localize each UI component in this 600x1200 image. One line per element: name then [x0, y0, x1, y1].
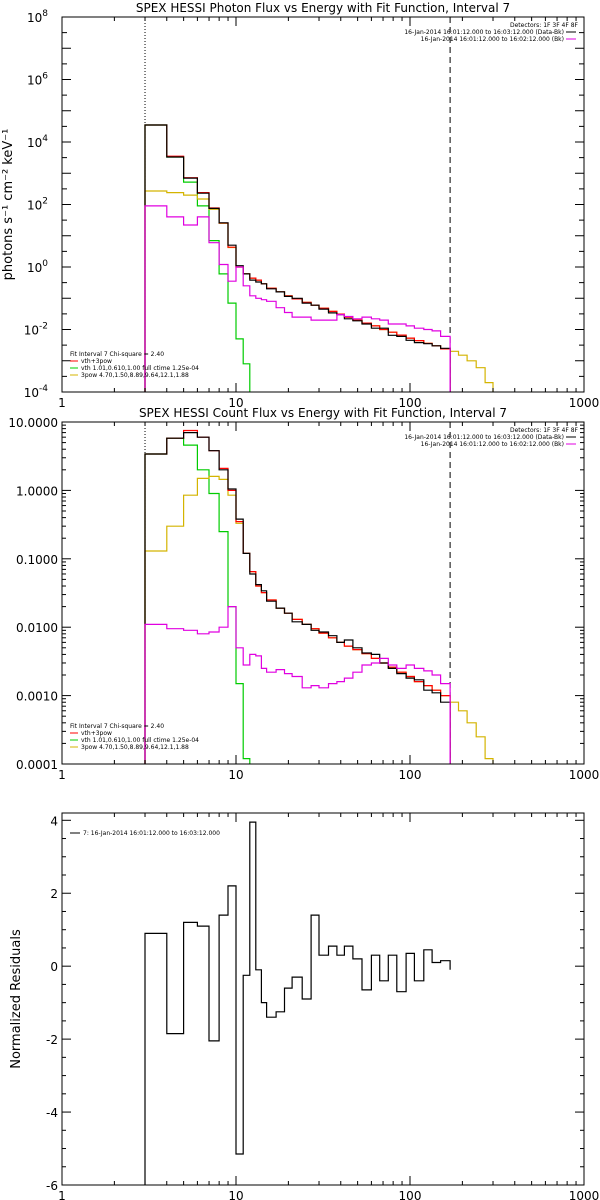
y-tick-label: -2	[46, 1033, 58, 1047]
legend-fit-entry: vth 1.01,0.610,1.00 full ctime 1.25e-04	[81, 365, 199, 372]
y-tick-label: -4	[46, 1106, 58, 1120]
y-tick-label: -6	[46, 1179, 58, 1193]
y-tick-label: 10-4	[24, 384, 49, 400]
legend-fit-header: Fit Interval 7 Chi-square = 2.40	[70, 723, 164, 730]
x-tick-label: 1000	[569, 768, 600, 782]
series-line-1	[144, 821, 451, 1185]
legend-detectors: Detectors: 1F 3F 4F 8F	[510, 22, 579, 29]
legend-fit-entry: vth+3pow	[81, 358, 112, 365]
y-tick-label: 0	[50, 960, 58, 974]
y-tick-label: 1.0000	[16, 484, 58, 498]
legend-fit-header: Fit Interval 7 Chi-square = 2.40	[70, 351, 164, 358]
legend-entry: 16-Jan-2014 16:01:12.000 to 16:03:12.000…	[404, 29, 564, 36]
x-tick-label: 10	[228, 768, 243, 782]
chart-panel-2: SPEX HESSI Count Flux vs Energy with Fit…	[8, 406, 599, 782]
y-tick-label: 10-2	[24, 322, 48, 338]
x-tick-label: 1	[58, 1189, 66, 1200]
y-tick-label: 0.0010	[16, 690, 58, 704]
y-tick-label: 0.0100	[16, 621, 58, 635]
y-axis-label: Normalized Residuals	[9, 929, 24, 1069]
x-tick-label: 1	[58, 768, 66, 782]
x-tick-label: 1000	[569, 396, 600, 410]
x-tick-label: 100	[399, 396, 422, 410]
series-group	[144, 821, 451, 1185]
legend-fit-entry: 3pow 4.70,1.50,8.89,9.64,12.1,1.88	[81, 372, 189, 379]
series-line-2	[144, 475, 494, 764]
legend-fit-entry: 3pow 4.70,1.50,8.89,9.64,12.1,1.88	[81, 744, 189, 751]
y-tick-label: 100	[27, 259, 48, 275]
series-group	[144, 124, 494, 392]
legend-entry: 16-Jan-2014 16:01:12.000 to 16:03:12.000…	[404, 434, 564, 441]
chart-panel-3: 1 10 100 1000 -6 -4 -2 0 2 4 Normalized Residuals 7…	[9, 812, 600, 1200]
series-line-4	[144, 432, 451, 764]
chart-title: SPEX HESSI Photon Flux vs Energy with Fi…	[136, 1, 510, 15]
y-tick-label: 104	[27, 134, 48, 150]
y-tick-label: 4	[50, 814, 58, 828]
series-line-4	[144, 124, 451, 392]
chart-panel-1: SPEX HESSI Photon Flux vs Energy with Fi…	[1, 1, 599, 410]
legend-fit-entry: vth 1.01,0.610,1.00 full ctime 1.25e-04	[81, 737, 199, 744]
y-tick-label: 0.1000	[16, 553, 58, 567]
x-tick-label: 10	[228, 1189, 243, 1200]
legend-fit-entry: vth+3pow	[81, 730, 112, 737]
plot-frame	[61, 16, 585, 393]
x-tick-label: 100	[399, 768, 422, 782]
series-line-3	[144, 124, 451, 392]
chart-title: SPEX HESSI Count Flux vs Energy with Fit…	[139, 406, 507, 420]
y-axis-label: photons s⁻¹ cm⁻² keV⁻¹	[1, 129, 16, 281]
legend-entry: 16-Jan-2014 16:01:12.000 to 16:02:12.000…	[421, 441, 564, 448]
series-line-5	[144, 606, 451, 764]
y-tick-label: 10.0000	[8, 416, 58, 430]
legend-entry: 7: 16-Jan-2014 16:01:12.000 to 16:03:12.…	[83, 830, 220, 837]
x-tick-label: 10	[228, 396, 243, 410]
y-tick-label: 106	[27, 72, 48, 88]
plot-frame	[61, 421, 585, 765]
y-tick-label: 0.0001	[16, 758, 58, 772]
y-tick-label: 102	[27, 197, 48, 213]
y-tick-label: 108	[27, 9, 48, 25]
series-line-3	[144, 429, 451, 764]
x-tick-label: 100	[399, 1189, 422, 1200]
legend-entry: 16-Jan-2014 16:01:12.000 to 16:02:12.000…	[421, 36, 564, 43]
y-tick-label: 2	[50, 887, 58, 901]
series-line-5	[144, 205, 451, 392]
x-tick-label: 1	[58, 396, 66, 410]
series-group	[144, 429, 494, 764]
legend-detectors: Detectors: 1F 3F 4F 8F	[510, 427, 579, 434]
x-tick-label: 1000	[569, 1189, 600, 1200]
plot-frame	[61, 812, 585, 1186]
